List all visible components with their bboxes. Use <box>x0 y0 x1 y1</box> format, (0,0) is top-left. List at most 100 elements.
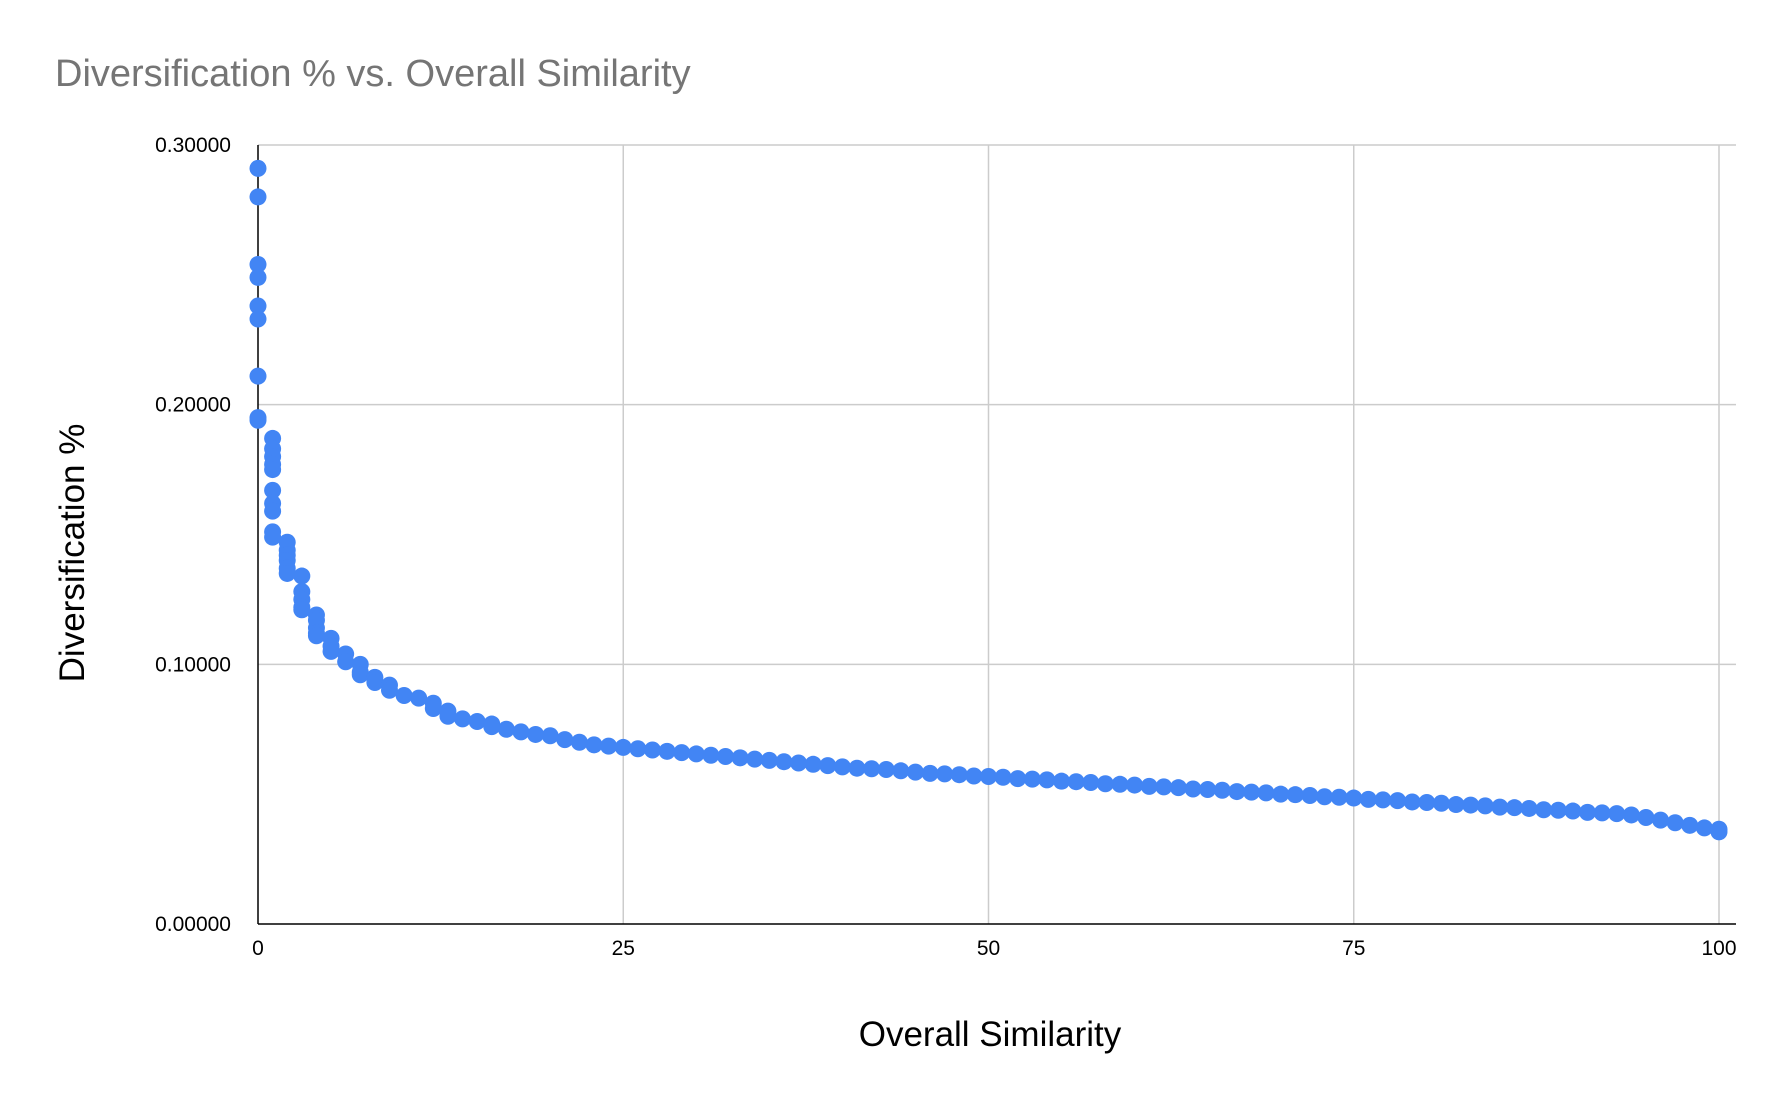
data-point <box>293 567 311 585</box>
data-point <box>1155 778 1173 796</box>
data-point <box>1111 775 1129 793</box>
data-point <box>395 686 413 704</box>
data-point <box>249 297 267 315</box>
data-point <box>1549 801 1567 819</box>
data-point <box>1608 805 1626 823</box>
data-point <box>527 725 545 743</box>
data-point <box>293 601 311 619</box>
data-point <box>760 751 778 769</box>
data-point <box>790 754 808 772</box>
data-point <box>1593 804 1611 822</box>
data-point <box>643 741 661 759</box>
data-point <box>1242 783 1260 801</box>
data-point <box>307 627 325 645</box>
data-point <box>1330 788 1348 806</box>
data-point <box>1359 790 1377 808</box>
data-point <box>731 749 749 767</box>
data-point <box>249 411 267 429</box>
data-point <box>833 758 851 776</box>
data-point <box>1272 785 1290 803</box>
data-point <box>249 159 267 177</box>
data-point <box>556 731 574 749</box>
data-point <box>1140 777 1158 795</box>
x-tick-label: 50 <box>977 937 1000 960</box>
data-point <box>1169 779 1187 797</box>
data-point <box>1067 773 1085 791</box>
data-point <box>804 755 822 773</box>
data-point <box>264 461 282 479</box>
data-point <box>1374 791 1392 809</box>
grid-lines <box>258 144 1736 924</box>
data-point <box>1564 802 1582 820</box>
data-point <box>687 745 705 763</box>
chart-title: Diversification % vs. Overall Similarity <box>55 53 691 95</box>
data-point <box>424 699 442 717</box>
y-tick-label: 0.20000 <box>155 394 231 417</box>
data-point <box>1637 809 1655 827</box>
data-point <box>1652 811 1670 829</box>
y-axis-title: Diversification % <box>53 424 92 683</box>
x-tick-label: 25 <box>612 937 635 960</box>
data-point <box>249 310 267 328</box>
x-tick-label: 100 <box>1701 937 1736 960</box>
x-tick-label: 0 <box>252 937 264 960</box>
y-tick-label: 0.30000 <box>155 134 231 157</box>
data-point <box>673 744 691 762</box>
data-point <box>366 674 384 692</box>
data-point <box>1666 814 1684 832</box>
data-point <box>468 712 486 730</box>
data-point <box>950 766 968 784</box>
data-point <box>497 720 515 738</box>
data-point <box>1535 801 1553 819</box>
data-point <box>906 763 924 781</box>
data-point <box>1681 816 1699 834</box>
data-point <box>249 367 267 385</box>
data-point <box>483 718 501 736</box>
data-point <box>1082 773 1100 791</box>
data-point <box>1447 796 1465 814</box>
data-point <box>1316 788 1334 806</box>
data-point <box>848 759 866 777</box>
data-point <box>1520 799 1538 817</box>
data-point <box>1199 780 1217 798</box>
data-point <box>1286 786 1304 804</box>
y-tick-label: 0.10000 <box>155 653 231 676</box>
data-point <box>775 753 793 771</box>
data-point <box>322 642 340 660</box>
data-point <box>410 689 428 707</box>
data-point <box>337 653 355 671</box>
data-point <box>1505 799 1523 817</box>
data-point <box>1418 793 1436 811</box>
y-tick-label: 0.00000 <box>155 913 231 936</box>
data-point <box>600 737 618 755</box>
data-point <box>585 736 603 754</box>
data-point <box>1096 775 1114 793</box>
data-point <box>877 760 895 778</box>
data-point <box>1023 770 1041 788</box>
data-point <box>819 757 837 775</box>
data-point <box>1476 797 1494 815</box>
data-point <box>863 760 881 778</box>
data-point <box>717 748 735 766</box>
x-tick-label: 75 <box>1342 937 1365 960</box>
data-point <box>1053 772 1071 790</box>
data-point <box>1126 776 1144 794</box>
data-point <box>1257 784 1275 802</box>
data-point <box>994 768 1012 786</box>
data-point <box>1389 792 1407 810</box>
data-point <box>892 762 910 780</box>
tick-labels: 0.00000 0.10000 0.20000 0.30000 0 25 50 75 100 <box>155 134 1736 960</box>
data-point <box>702 746 720 764</box>
data-point <box>541 727 559 745</box>
data-point <box>351 666 369 684</box>
data-point <box>249 255 267 273</box>
data-point <box>921 764 939 782</box>
data-point <box>1462 796 1480 814</box>
data-point <box>1009 770 1027 788</box>
data-point <box>746 750 764 768</box>
data-point <box>1403 793 1421 811</box>
data-point <box>1579 803 1597 821</box>
data-point <box>380 681 398 699</box>
data-point <box>614 738 632 756</box>
data-point <box>570 733 588 751</box>
